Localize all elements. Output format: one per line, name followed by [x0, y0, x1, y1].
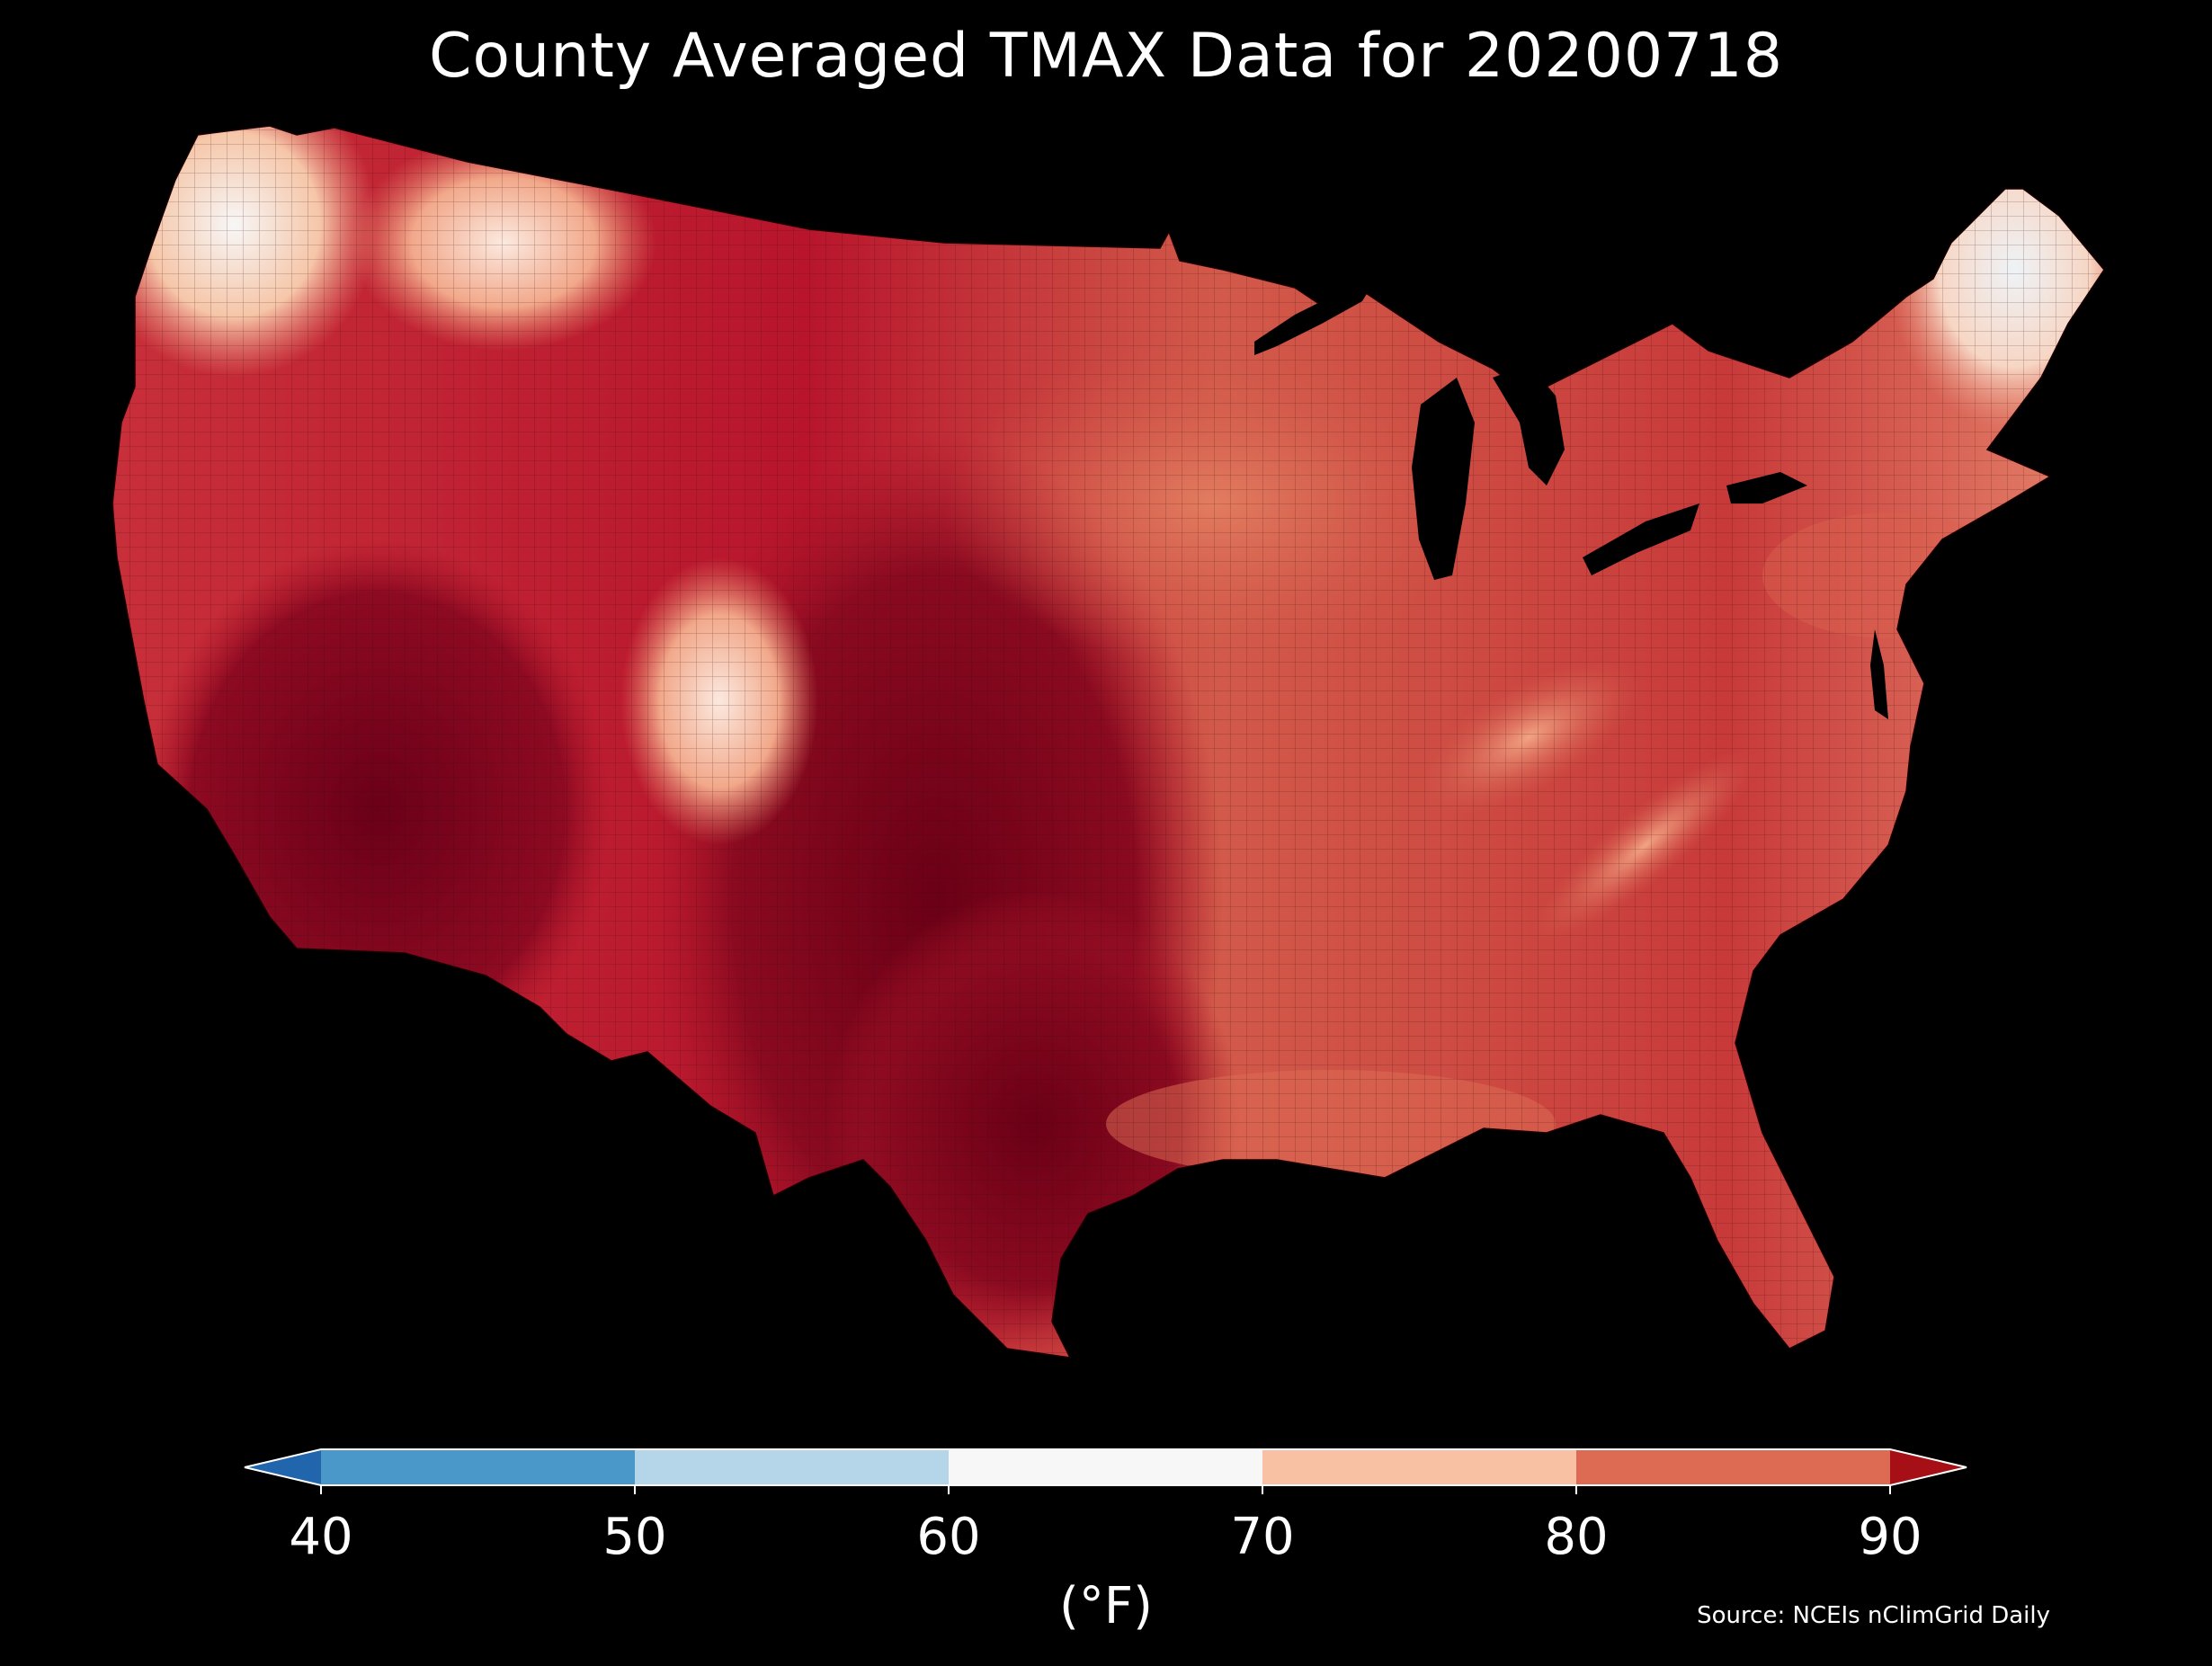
tick-label-40: 40 [289, 1508, 353, 1566]
tick-label-90: 90 [1858, 1508, 1922, 1566]
tick-label-80: 80 [1544, 1508, 1609, 1566]
colorbar-over-arrow [1890, 1449, 1967, 1485]
colorbar-bins [321, 1449, 1890, 1485]
colorbar [244, 1448, 1967, 1494]
county-boundaries [112, 126, 2104, 1358]
lake-erie [1583, 503, 1699, 575]
lake-michigan [1412, 378, 1475, 580]
colorbar-bin-60-70 [949, 1449, 1262, 1485]
conus-land [112, 126, 2104, 1358]
colorbar-bin-50-60 [635, 1449, 949, 1485]
lake-huron [1493, 364, 1565, 486]
lake-ontario [1726, 472, 1807, 503]
colorbar-under-arrow [245, 1449, 321, 1485]
tick-label-70: 70 [1230, 1508, 1295, 1566]
colorbar-bin-80-90 [1576, 1449, 1890, 1485]
map-title: County Averaged TMAX Data for 20200718 [429, 21, 1783, 92]
colorbar-bin-40-50 [321, 1449, 635, 1485]
lake-superior [1254, 279, 1376, 355]
colorbar-ticks [320, 1485, 1891, 1494]
tick-label-60: 60 [916, 1508, 981, 1566]
tick-label-50: 50 [602, 1508, 667, 1566]
colorbar-unit-label: (°F) [1059, 1577, 1153, 1635]
great-lakes [1254, 279, 1888, 719]
source-note: Source: NCEIs nClimGrid Daily [1697, 1602, 2050, 1629]
colorbar-bin-70-80 [1262, 1449, 1576, 1485]
chesapeake-bay [1870, 629, 1888, 719]
